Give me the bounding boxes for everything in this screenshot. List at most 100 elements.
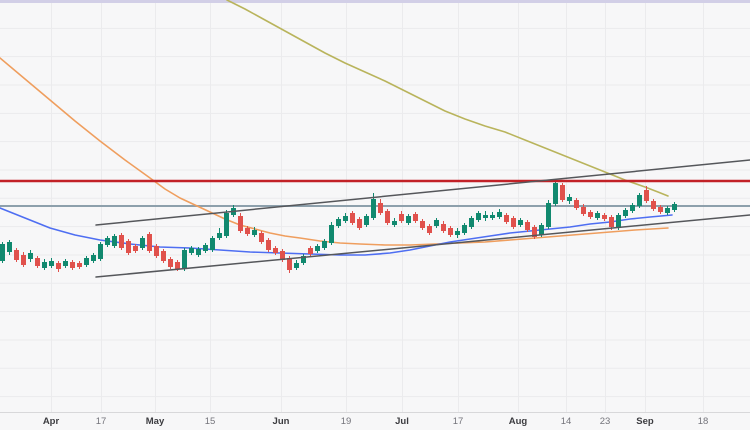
candle-body bbox=[119, 235, 124, 248]
candle-body bbox=[378, 203, 383, 213]
candle-body bbox=[322, 241, 327, 248]
candle-body bbox=[77, 263, 82, 267]
candle-body bbox=[588, 212, 593, 217]
candle-body bbox=[441, 224, 446, 231]
candle-body bbox=[476, 213, 481, 220]
x-axis-label[interactable]: Jul bbox=[395, 416, 409, 427]
candle-body bbox=[91, 255, 96, 261]
channel-lower[interactable] bbox=[95, 214, 750, 278]
x-axis-label[interactable]: 14 bbox=[561, 416, 572, 427]
candle-body bbox=[49, 261, 54, 266]
candle-body bbox=[175, 262, 180, 269]
candle-body bbox=[133, 246, 138, 251]
candle-body bbox=[665, 208, 670, 213]
candle-body bbox=[672, 204, 677, 210]
x-axis-label[interactable]: 18 bbox=[698, 416, 709, 427]
x-axis-label[interactable]: 23 bbox=[600, 416, 611, 427]
candle-body bbox=[161, 251, 166, 261]
candle-body bbox=[462, 225, 467, 233]
candle-body bbox=[273, 248, 278, 253]
candle-body bbox=[525, 222, 530, 230]
candle-body bbox=[112, 236, 117, 246]
candle-body bbox=[287, 258, 292, 270]
candle-body bbox=[294, 263, 299, 268]
candle-body bbox=[266, 240, 271, 250]
candle-body bbox=[154, 246, 159, 256]
candle-body bbox=[497, 212, 502, 217]
candle-body bbox=[637, 195, 642, 206]
candle-body bbox=[70, 262, 75, 268]
candle-body bbox=[357, 219, 362, 228]
candle-body bbox=[196, 249, 201, 255]
x-axis-label[interactable]: Sep bbox=[636, 416, 654, 427]
candle-body bbox=[98, 244, 103, 259]
candle-body bbox=[182, 250, 187, 269]
candle-body bbox=[630, 205, 635, 211]
candle-body bbox=[455, 231, 460, 235]
candle-body bbox=[301, 256, 306, 263]
candle-body bbox=[616, 215, 621, 228]
candle-body bbox=[126, 241, 131, 253]
candle-body bbox=[546, 203, 551, 227]
candle-body bbox=[553, 183, 558, 204]
sma-mid-orange bbox=[0, 57, 669, 246]
candle-body bbox=[203, 245, 208, 251]
candle-body bbox=[63, 261, 68, 266]
candle-body bbox=[574, 200, 579, 208]
candle-body bbox=[595, 213, 600, 218]
candle-body bbox=[658, 207, 663, 212]
candle-body bbox=[567, 197, 572, 201]
candle-body bbox=[105, 238, 110, 245]
x-axis-label[interactable]: 17 bbox=[453, 416, 464, 427]
x-axis-label[interactable]: 17 bbox=[96, 416, 107, 427]
candle-body bbox=[329, 225, 334, 243]
candle-body bbox=[413, 214, 418, 221]
x-axis-label[interactable]: Apr bbox=[43, 416, 60, 427]
candle-body bbox=[623, 210, 628, 216]
candle-body bbox=[504, 215, 509, 222]
candle-body bbox=[7, 242, 12, 252]
candle-body bbox=[140, 238, 145, 248]
channel-upper[interactable] bbox=[95, 159, 750, 226]
candle-body bbox=[469, 218, 474, 227]
candle-body bbox=[28, 253, 33, 259]
candle-body bbox=[217, 233, 222, 238]
candle-body bbox=[532, 227, 537, 237]
x-axis-label[interactable]: Aug bbox=[509, 416, 528, 427]
candle-body bbox=[56, 263, 61, 269]
candle-body bbox=[336, 219, 341, 226]
candle-body bbox=[490, 215, 495, 218]
x-axis-label[interactable]: Jun bbox=[273, 416, 290, 427]
candle-body bbox=[539, 225, 544, 235]
candle-body bbox=[644, 190, 649, 201]
candle-body bbox=[420, 221, 425, 228]
x-axis-label[interactable]: 15 bbox=[205, 416, 216, 427]
candle-body bbox=[602, 215, 607, 219]
candle-body bbox=[308, 248, 313, 254]
candle-body bbox=[399, 214, 404, 221]
candle-body bbox=[392, 221, 397, 225]
candle-body bbox=[0, 244, 5, 261]
candle-body bbox=[518, 220, 523, 225]
candle-body bbox=[609, 217, 614, 227]
candle-body bbox=[259, 233, 264, 242]
candle-body bbox=[343, 216, 348, 221]
candle-body bbox=[560, 185, 565, 200]
candle-body bbox=[434, 220, 439, 226]
x-axis-label[interactable]: May bbox=[146, 416, 165, 427]
candle-body bbox=[245, 228, 250, 234]
candle-body bbox=[238, 216, 243, 231]
candle-body bbox=[350, 213, 355, 223]
x-axis-label[interactable]: 19 bbox=[341, 416, 352, 427]
candle-body bbox=[448, 228, 453, 235]
candle-body bbox=[364, 216, 369, 225]
candle-body bbox=[252, 230, 257, 235]
candle-body bbox=[42, 262, 47, 268]
candle-body bbox=[21, 255, 26, 265]
candle-body bbox=[427, 226, 432, 233]
candle-body bbox=[371, 199, 376, 218]
candle-body bbox=[224, 213, 229, 236]
candle-body bbox=[651, 201, 656, 209]
